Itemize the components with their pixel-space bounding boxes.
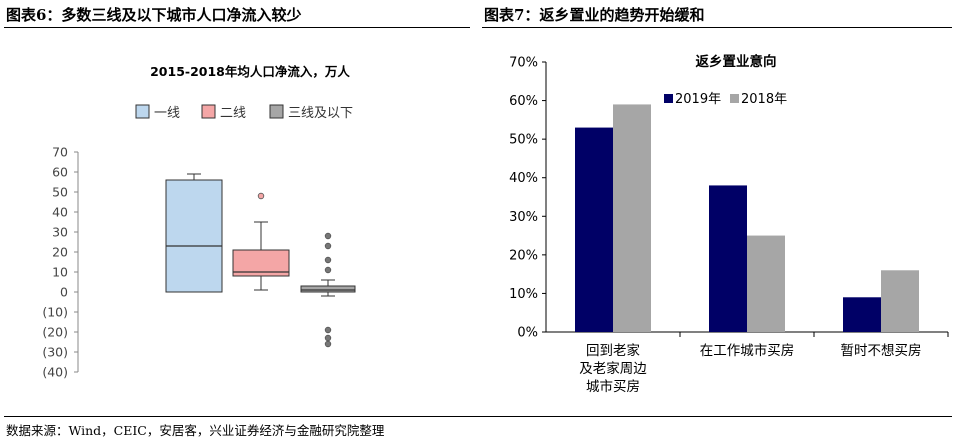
legend-label: 三线及以下 [288, 106, 353, 121]
y-tick-label: 60 [52, 165, 68, 180]
legend-swatch [730, 94, 739, 103]
source-note: 数据来源：Wind，CEIC，安居客，兴业证券经济与金融研究院整理 [6, 423, 385, 438]
figure7-top-rule [482, 27, 952, 28]
y-tick-label: 0 [60, 285, 68, 300]
y-tick-label: 50% [509, 133, 538, 148]
bar-2019年-1 [575, 127, 613, 332]
y-tick-label: 70 [52, 145, 68, 160]
outlier-point [324, 256, 332, 264]
y-tick-label: 0% [517, 326, 538, 341]
bar-2018年-3 [881, 270, 919, 332]
x-category-label: 在工作城市买房 [700, 342, 795, 359]
y-tick-label: (30) [42, 345, 68, 360]
x-category-label: 回到老家 [586, 342, 640, 359]
box-1 [165, 179, 223, 293]
bar-2018年-2 [747, 235, 785, 332]
legend-swatch [135, 104, 150, 119]
y-tick-label: (40) [42, 365, 68, 380]
y-tick-label: 20% [509, 248, 538, 263]
y-tick-label: 40% [509, 171, 538, 186]
outlier-point [324, 242, 332, 250]
legend-swatch [269, 104, 284, 119]
y-tick-label: (20) [42, 325, 68, 340]
bar-2018年-1 [613, 104, 651, 332]
y-tick-label: 70% [509, 56, 538, 71]
legend-label: 二线 [220, 106, 246, 121]
figure6-title: 图表6：多数三线及以下城市人口净流入较少 [6, 6, 302, 24]
y-tick-label: 20 [52, 245, 68, 260]
x-category-label: 暂时不想买房 [841, 343, 922, 359]
bar-chart-title: 返乡置业意向 [696, 53, 777, 70]
bar-chart: 返乡置业意向 2019年 2018年 70% 60% 50% 40% 30% 20% 10% 0% 回… [509, 53, 949, 395]
y-tick-label: 10% [509, 287, 538, 302]
boxplot-title: 2015-2018年均人口净流入，万人 [150, 64, 350, 79]
legend-swatch [201, 104, 216, 119]
y-tick-label: (10) [42, 305, 68, 320]
legend-swatch [664, 94, 673, 103]
y-tick-label: 60% [509, 94, 538, 109]
x-category-label: 城市买房 [586, 378, 640, 395]
outlier-point [324, 340, 332, 348]
outlier-point [324, 266, 332, 274]
outlier-point [324, 326, 332, 334]
box-3 [300, 285, 356, 293]
legend-label: 2019年 [675, 92, 721, 107]
figure6-top-rule [4, 27, 470, 28]
bar-2019年-3 [843, 297, 881, 332]
legend-label: 一线 [154, 106, 180, 121]
bar-2019年-2 [709, 185, 747, 332]
figure7-title: 图表7：返乡置业的趋势开始缓和 [484, 6, 705, 24]
outlier-point [324, 334, 332, 342]
y-tick-label: 50 [52, 185, 68, 200]
y-tick-label: 30% [509, 210, 538, 225]
x-category-label: 及老家周边 [579, 360, 647, 377]
y-tick-label: 30 [52, 225, 68, 240]
legend-label: 2018年 [741, 92, 787, 107]
outlier-point [324, 232, 332, 240]
source-rule [4, 416, 952, 417]
outlier-point [257, 192, 265, 200]
y-tick-label: 10 [52, 265, 68, 280]
y-tick-label: 40 [52, 205, 68, 220]
